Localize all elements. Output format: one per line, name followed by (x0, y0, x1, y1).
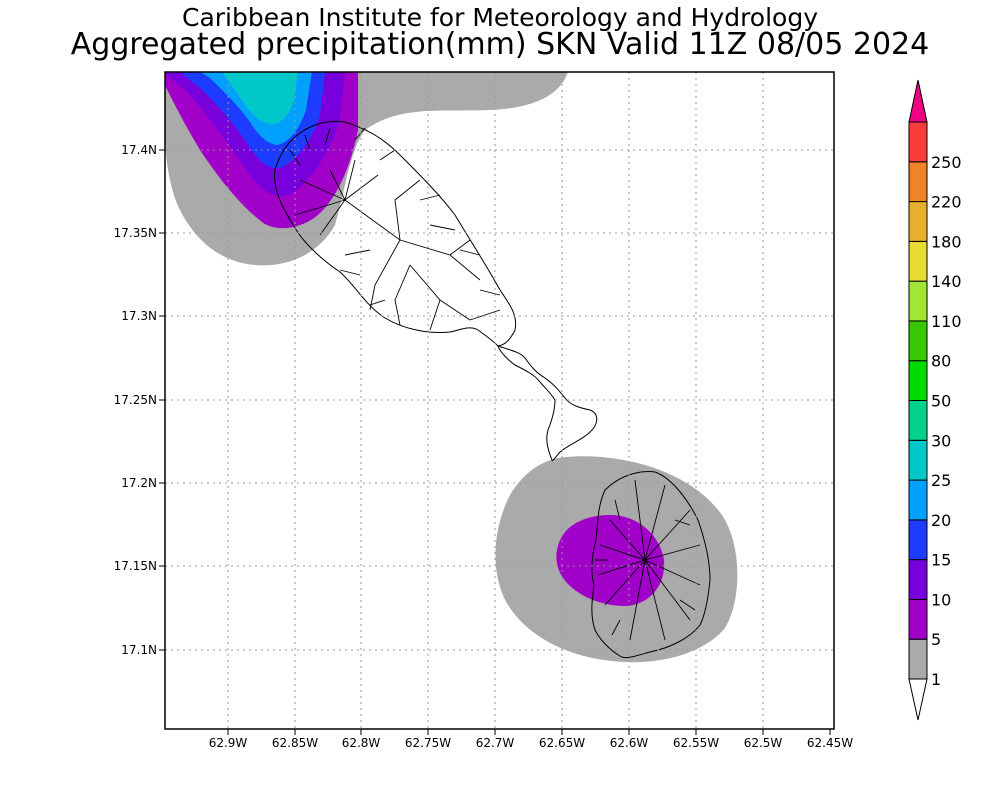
colorbar-label: 20 (931, 511, 951, 530)
colorbar-label: 25 (931, 471, 951, 490)
x-tick-marks (227, 729, 831, 735)
nevis-drainage (595, 479, 701, 641)
map-content (165, 72, 834, 729)
colorbar-label: 5 (931, 630, 941, 649)
x-tick-label: 62.45W (807, 736, 853, 750)
x-tick-label: 62.85W (272, 736, 318, 750)
y-tick-labels: 17.4N 17.35N 17.3N 17.25N 17.2N 17.15N 1… (114, 143, 157, 657)
colorbar-label: 15 (931, 551, 951, 570)
precip-level-5-10-nevis (556, 515, 665, 606)
st-kitts-neck (497, 345, 598, 461)
y-tick-label: 17.2N (121, 476, 157, 490)
island-nevis (591, 471, 711, 659)
colorbar-box (908, 240, 928, 282)
x-tick-label: 62.65W (539, 736, 585, 750)
x-tick-label: 62.8W (342, 736, 381, 750)
colorbar-boxes (908, 121, 928, 680)
colorbar-box (908, 121, 928, 163)
x-tick-label: 62.9W (209, 736, 248, 750)
precip-area-northwest (165, 72, 568, 266)
colorbar-box (908, 280, 928, 322)
colorbar-box (908, 439, 928, 481)
st-kitts-drainage (289, 127, 501, 331)
colorbar-box (908, 598, 928, 640)
colorbar-top-arrow (908, 79, 928, 123)
precip-level-25-30 (222, 72, 298, 124)
colorbar-box (908, 559, 928, 600)
colorbar-box (908, 360, 928, 401)
y-tick-label: 17.25N (114, 393, 157, 407)
colorbar-label: 180 (931, 232, 962, 251)
x-tick-label: 62.75W (405, 736, 451, 750)
x-tick-labels: 62.9W 62.85W 62.8W 62.75W 62.7W 62.65W 6… (209, 736, 854, 750)
colorbar-label: 80 (931, 352, 951, 371)
colorbar-box (908, 161, 928, 203)
y-tick-label: 17.3N (121, 309, 157, 323)
colorbar-box (908, 519, 928, 561)
colorbar-label: 10 (931, 590, 951, 609)
colorbar-label: 250 (931, 153, 962, 172)
colorbar-box (908, 479, 928, 521)
colorbar-bottom-arrow (908, 678, 928, 721)
graticule (165, 72, 834, 729)
colorbar-label: 50 (931, 392, 951, 411)
colorbar-label: 110 (931, 312, 962, 331)
title-line-1: Caribbean Institute for Meteorology and … (182, 3, 818, 32)
x-tick-label: 62.6W (610, 736, 649, 750)
y-tick-label: 17.1N (121, 643, 157, 657)
y-tick-label: 17.15N (114, 559, 157, 573)
colorbar-label: 140 (931, 272, 962, 291)
colorbar-label: 1 (931, 670, 941, 689)
x-tick-label: 62.5W (744, 736, 783, 750)
colorbar-box (908, 201, 928, 242)
st-kitts-coast (274, 120, 517, 347)
y-tick-label: 17.35N (114, 226, 157, 240)
island-st-kitts (274, 120, 598, 461)
colorbar-box (908, 400, 928, 441)
colorbar-box (908, 638, 928, 680)
nevis-coast (591, 471, 711, 659)
x-tick-label: 62.7W (476, 736, 515, 750)
colorbar-box (908, 320, 928, 362)
y-tick-marks (159, 149, 165, 651)
precip-area-nevis (495, 456, 738, 663)
title-line-2: Aggregated precipitation(mm) SKN Valid 1… (70, 27, 930, 62)
colorbar-label: 220 (931, 193, 962, 212)
x-tick-label: 62.55W (673, 736, 719, 750)
y-tick-label: 17.4N (121, 143, 157, 157)
colorbar-label: 30 (931, 431, 951, 450)
